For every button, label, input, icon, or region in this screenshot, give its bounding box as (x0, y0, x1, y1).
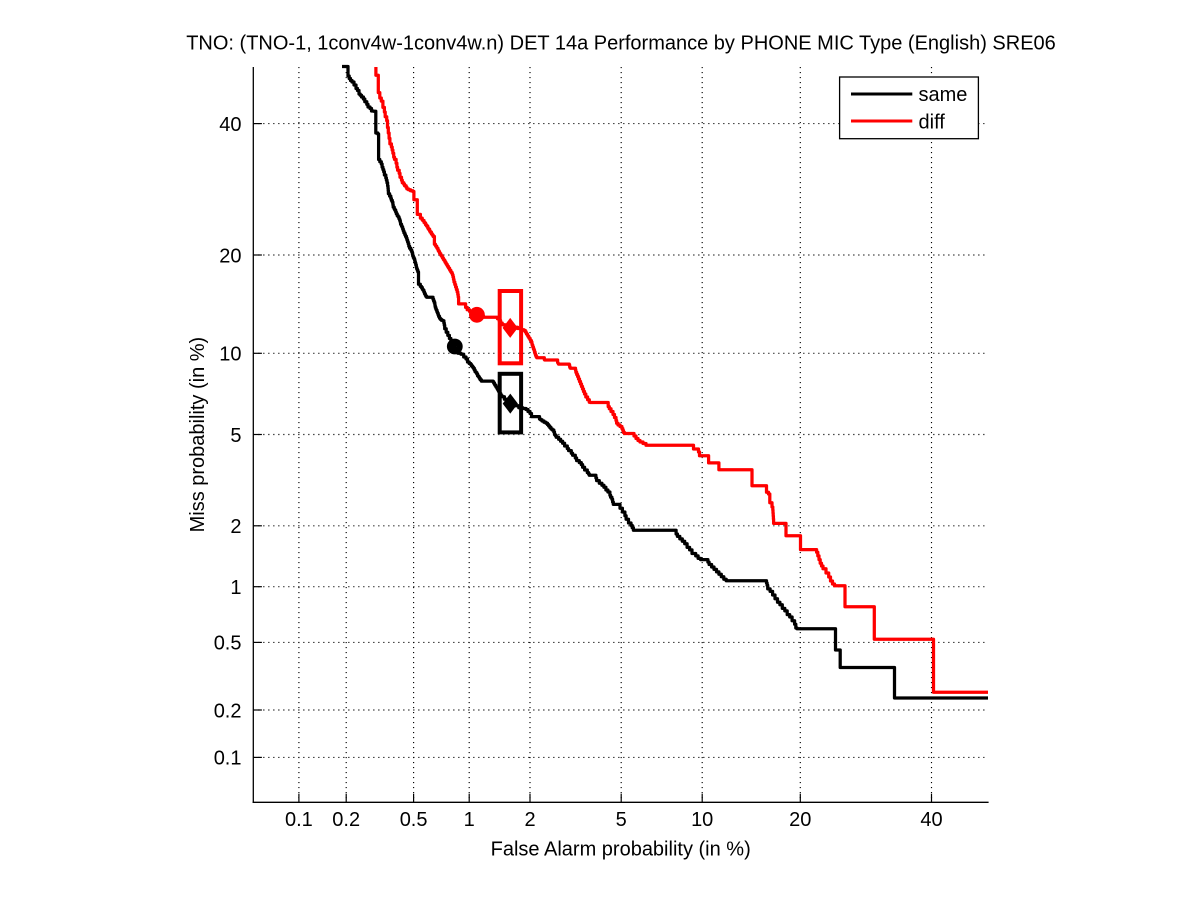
svg-text:5: 5 (230, 425, 241, 447)
svg-text:0.5: 0.5 (400, 809, 428, 831)
svg-text:0.2: 0.2 (332, 809, 360, 831)
svg-text:0.5: 0.5 (214, 633, 242, 655)
svg-text:40: 40 (920, 809, 942, 831)
svg-text:5: 5 (616, 809, 627, 831)
svg-text:0.1: 0.1 (285, 809, 313, 831)
svg-text:1: 1 (464, 809, 475, 831)
svg-text:20: 20 (789, 809, 811, 831)
svg-text:2: 2 (524, 809, 535, 831)
svg-text:0.1: 0.1 (214, 748, 242, 770)
svg-text:1: 1 (230, 577, 241, 599)
svg-text:10: 10 (219, 344, 241, 366)
svg-text:40: 40 (219, 114, 241, 136)
svg-text:0.2: 0.2 (214, 700, 242, 722)
svg-text:diff: diff (919, 112, 946, 134)
svg-text:2: 2 (230, 516, 241, 538)
svg-text:TNO: (TNO-1, 1conv4w-1conv4w.n: TNO: (TNO-1, 1conv4w-1conv4w.n) DET 14a … (186, 32, 1056, 54)
svg-text:False Alarm probability (in %): False Alarm probability (in %) (491, 838, 751, 860)
svg-text:10: 10 (691, 809, 713, 831)
svg-text:same: same (919, 84, 968, 106)
svg-text:20: 20 (219, 245, 241, 267)
svg-text:Miss probability (in %): Miss probability (in %) (187, 337, 209, 533)
